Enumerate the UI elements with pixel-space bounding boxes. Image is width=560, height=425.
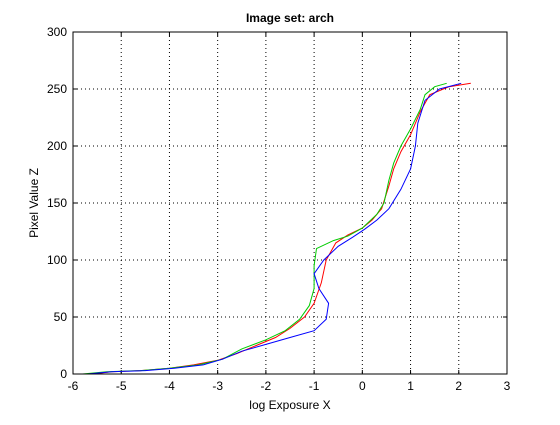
x-tick-label: -2 bbox=[261, 379, 272, 393]
x-tick-label: -1 bbox=[309, 379, 320, 393]
x-tick-label: -5 bbox=[116, 379, 127, 393]
y-tick-label: 150 bbox=[47, 196, 67, 210]
x-tick-label: -3 bbox=[212, 379, 223, 393]
x-tick-label: -4 bbox=[164, 379, 175, 393]
x-tick-label: 2 bbox=[455, 379, 462, 393]
y-tick-label: 100 bbox=[47, 253, 67, 267]
y-tick-label: 250 bbox=[47, 82, 67, 96]
series-line-1 bbox=[92, 82, 471, 375]
y-tick-label: 50 bbox=[54, 310, 68, 324]
series-line-3 bbox=[87, 82, 462, 375]
y-tick-labels: 0 50 100 150 200 250 300 bbox=[47, 25, 67, 381]
y-tick-label: 200 bbox=[47, 139, 67, 153]
y-axis-label: Pixel Value Z bbox=[27, 168, 41, 238]
x-tick-labels: -6 -5 -4 -3 -2 -1 0 1 2 3 bbox=[68, 379, 511, 393]
y-tick-label: 0 bbox=[60, 367, 67, 381]
series-line-2 bbox=[82, 82, 447, 375]
x-tick-label: 0 bbox=[359, 379, 366, 393]
chart-title: Image set: arch bbox=[246, 11, 334, 25]
grid-lines bbox=[73, 32, 507, 374]
series-group bbox=[82, 82, 471, 375]
x-tick-label: 3 bbox=[504, 379, 511, 393]
plot-frame bbox=[72, 31, 508, 375]
x-tick-label: -6 bbox=[68, 379, 79, 393]
x-axis-label: log Exposure X bbox=[249, 398, 330, 412]
x-tick-label: 1 bbox=[407, 379, 414, 393]
y-tick-label: 300 bbox=[47, 25, 67, 39]
